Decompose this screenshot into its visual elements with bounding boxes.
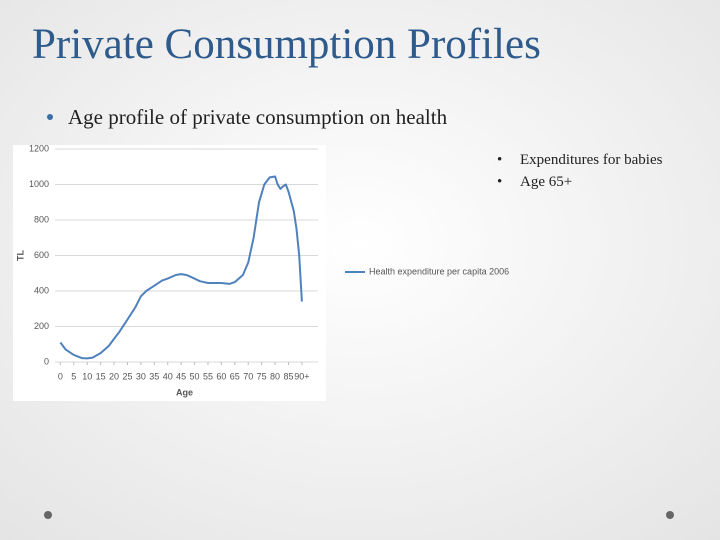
x-tick-label: 85 [283, 371, 293, 381]
x-tick-label: 75 [257, 371, 267, 381]
y-tick-label: 400 [34, 285, 49, 295]
line-series [59, 175, 303, 360]
x-tick-label: 20 [109, 371, 119, 381]
x-tick-label: 25 [122, 371, 132, 381]
x-tick-label: 15 [96, 371, 106, 381]
x-tick-label: 0 [58, 371, 63, 381]
x-tick-label: 65 [230, 371, 240, 381]
x-tick-label: 70 [243, 371, 253, 381]
x-tick-label: 50 [190, 371, 200, 381]
y-tick-label: 1000 [29, 179, 49, 189]
chart-frame [13, 145, 326, 401]
legend-label: Health expenditure per capita 2006 [369, 266, 509, 276]
note-text: Age 65+ [520, 174, 572, 190]
slide-title: Private Consumption Profiles [32, 21, 541, 68]
x-tick-label: 35 [149, 371, 159, 381]
y-axis-label: TL [15, 250, 25, 261]
note-dot: • [497, 174, 502, 190]
note-text: Expenditures for babies [520, 152, 663, 168]
x-tick-label: 40 [163, 371, 173, 381]
x-tick-label: 55 [203, 371, 213, 381]
x-tick-label: 60 [216, 371, 226, 381]
bullet-text: Age profile of private consumption on he… [68, 105, 448, 129]
x-tick-label: 45 [176, 371, 186, 381]
y-tick-label: 200 [34, 321, 49, 331]
x-tick-label: 80 [270, 371, 280, 381]
x-tick-label: 90+ [294, 371, 309, 381]
note-dot: • [497, 152, 502, 168]
x-tick-label: 5 [71, 371, 76, 381]
x-axis-label: Age [176, 387, 193, 397]
decoration-dot [666, 511, 674, 519]
x-tick-label: 30 [136, 371, 146, 381]
x-tick-label: 10 [82, 371, 92, 381]
y-tick-label: 0 [44, 356, 49, 366]
y-tick-label: 600 [34, 250, 49, 260]
decoration-dot [44, 511, 52, 519]
y-tick-label: 1200 [29, 143, 49, 153]
y-tick-label: 800 [34, 214, 49, 224]
bullet-dot [47, 114, 53, 120]
